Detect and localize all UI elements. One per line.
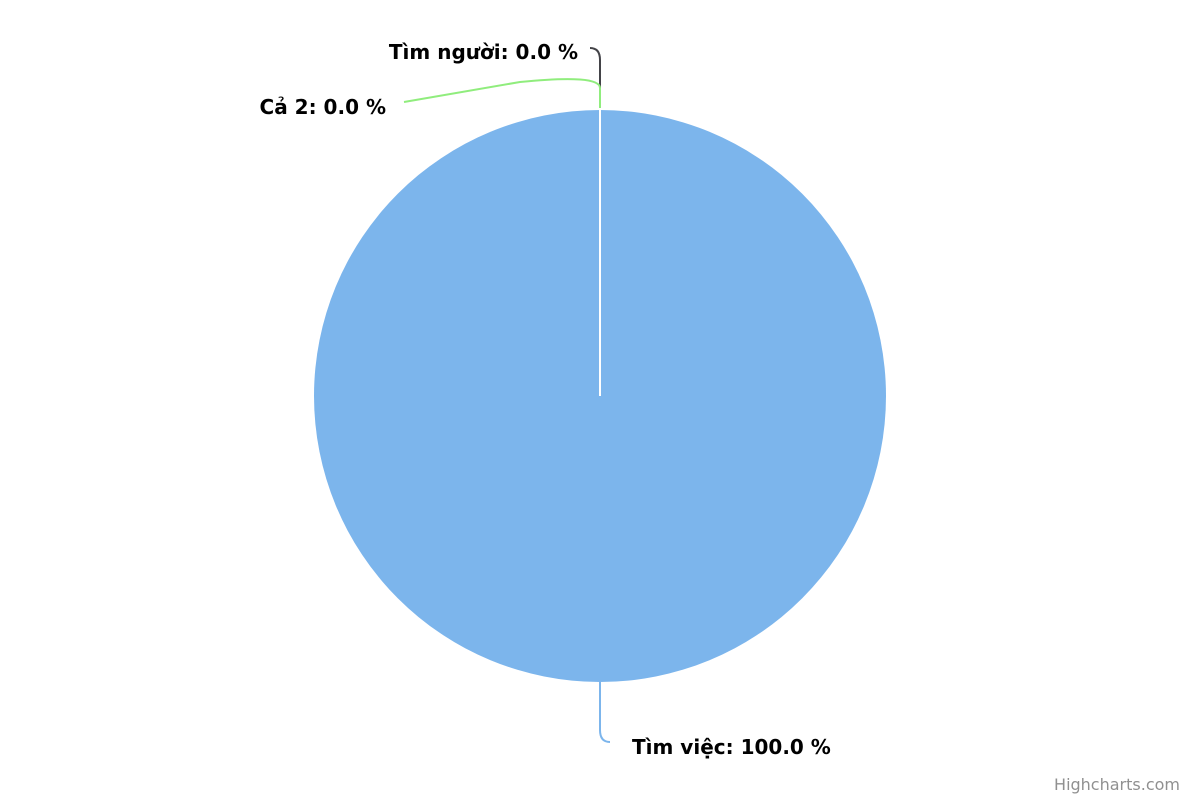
pie-slices bbox=[314, 110, 886, 682]
data-labels: Tìm việc: 100.0 % Tìm người: 0.0 % Cả 2: 0… bbox=[260, 40, 831, 759]
data-label-2: Cả 2: 0.0 % bbox=[260, 95, 386, 119]
label-connector-2 bbox=[403, 78, 601, 108]
label-connectors bbox=[403, 47, 611, 743]
data-label-0: Tìm việc: 100.0 % bbox=[632, 735, 831, 759]
label-connector-1 bbox=[589, 47, 601, 108]
data-label-1: Tìm người: 0.0 % bbox=[389, 40, 578, 64]
label-connector-0 bbox=[599, 682, 611, 743]
credits-link[interactable]: Highcharts.com bbox=[1054, 775, 1180, 794]
